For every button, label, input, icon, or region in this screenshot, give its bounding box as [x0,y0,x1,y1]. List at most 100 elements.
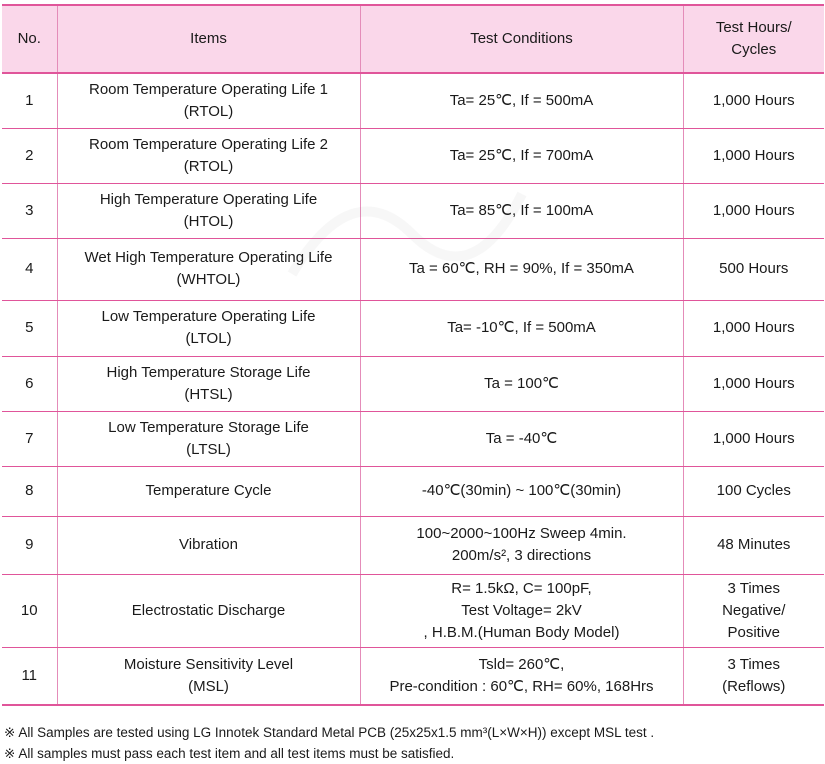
condition-cell: -40℃(30min) ~ 100℃(30min) [359,466,684,517]
item-line: High Temperature Operating Life [99,190,318,208]
hours-line: 1,000 Hours [712,429,795,447]
item-cell: Room Temperature Operating Life 1 (RTOL) [56,73,361,129]
hours-line: 3 Times [727,655,780,673]
condition-line: Pre-condition : 60℃, RH= 60%, 168Hrs [389,677,654,695]
hours-cell: 100 Cycles [682,466,824,517]
condition-line: 200m/s², 3 directions [451,547,592,564]
hours-cell: 1,000 Hours [682,300,824,357]
condition-cell: Ta = -40℃ [359,411,684,467]
item-cell: Room Temperature Operating Life 2 (RTOL) [56,128,361,184]
table-row: 8 Temperature Cycle -40℃(30min) ~ 100℃(30m… [2,466,824,517]
item-cell: Moisture Sensitivity Level (MSL) [56,647,361,706]
item-cell: Electrostatic Discharge [56,574,361,648]
condition-cell: 100~2000~100Hz Sweep 4min. 200m/s², 3 dir… [359,516,684,575]
condition-line: 100~2000~100Hz Sweep 4min. [416,525,627,542]
footnotes: ※ All Samples are tested using LG Innote… [4,722,654,764]
hours-line: Positive [727,623,781,641]
item-line: Low Temperature Operating Life [101,308,316,325]
reliability-table-container: No. Items Test Conditions Test Hours/ Cy… [2,4,824,706]
header-test-conditions: Test Conditions [359,4,684,74]
condition-line: Test Voltage= 2kV [461,601,582,619]
condition-line: -40℃(30min) ~ 100℃(30min) [421,482,622,499]
reliability-test-table: No. Items Test Conditions Test Hours/ Cy… [2,4,824,706]
condition-cell: R= 1.5kΩ, C= 100pF, Test Voltage= 2kV , H.… [359,574,684,648]
condition-line: Ta= -10℃, If = 500mA [447,319,596,336]
hours-cell: 500 Hours [682,238,824,301]
row-number: 10 [2,574,58,648]
item-cell: Wet High Temperature Operating Life (WHTO… [56,238,361,301]
table-row: 10 Electrostatic Discharge R= 1.5kΩ, C= 10… [2,574,824,648]
condition-line: Ta= 25℃, If = 700mA [449,146,594,164]
item-line: Low Temperature Storage Life [108,418,309,436]
table-row: 1 Room Temperature Operating Life 1 (RTOL)… [2,73,824,129]
item-line: Room Temperature Operating Life 2 [88,135,329,153]
hours-line: 3 Times [727,579,780,597]
item-line: (HTSL) [184,385,233,403]
item-cell: Low Temperature Operating Life (LTOL) [56,300,361,357]
table-row: 2 Room Temperature Operating Life 2 (RTOL)… [2,128,824,184]
header-no: No. [2,4,58,74]
hours-line: 1,000 Hours [712,91,795,109]
table-row: 3 High Temperature Operating Life (HTOL) Ta… [2,183,824,239]
item-line: Moisture Sensitivity Level [123,655,294,673]
item-line: (LTSL) [186,440,231,458]
hours-cell: 48 Minutes [682,516,824,575]
condition-line: , H.B.M.(Human Body Model) [423,623,620,641]
hours-line: 500 Hours [719,260,789,277]
condition-cell: Ta= -10℃, If = 500mA [359,300,684,357]
condition-cell: Ta= 85℃, If = 100mA [359,183,684,239]
row-number: 2 [2,128,58,184]
item-line: (RTOL) [183,102,234,120]
hours-cell: 3 Times (Reflows) [682,647,824,706]
condition-cell: Ta= 25℃, If = 500mA [359,73,684,129]
hours-line: Negative/ [722,601,786,619]
item-cell: High Temperature Operating Life (HTOL) [56,183,361,239]
hours-line: 48 Minutes [717,536,791,553]
row-number: 3 [2,183,58,239]
hours-cell: 3 Times Negative/Positive [682,574,824,648]
condition-cell: Tsld= 260℃, Pre-condition : 60℃, RH= 60%,… [359,647,684,706]
condition-cell: Ta = 100℃ [359,356,684,412]
table-body: 1 Room Temperature Operating Life 1 (RTOL)… [2,73,824,706]
item-line: (MSL) [188,677,229,695]
item-cell: Vibration [56,516,361,575]
header-test-hours: Test Hours/ Cycles [682,4,824,74]
row-number: 6 [2,356,58,412]
item-line: (WHTOL) [176,271,241,288]
item-line: Room Temperature Operating Life 1 [88,80,329,98]
table-header-row: No. Items Test Conditions Test Hours/ Cy… [2,4,824,74]
item-line: (RTOL) [183,157,234,175]
hours-cell: 1,000 Hours [682,73,824,129]
header-test-hours-line2: Cycles [731,41,777,58]
hours-cell: 1,000 Hours [682,356,824,412]
hours-line: 100 Cycles [716,482,791,499]
item-line: Electrostatic Discharge [131,601,286,619]
condition-line: Ta= 85℃, If = 100mA [449,201,594,219]
hours-line: 1,000 Hours [712,146,795,164]
header-items: Items [56,4,361,74]
row-number: 9 [2,516,58,575]
header-test-hours-line1: Test Hours/ [715,19,792,36]
condition-cell: Ta = 60℃, RH = 90%, If = 350mA [359,238,684,301]
condition-line: R= 1.5kΩ, C= 100pF, [451,579,592,597]
hours-cell: 1,000 Hours [682,128,824,184]
table-row: 4 Wet High Temperature Operating Life (WHT… [2,238,824,301]
item-line: Wet High Temperature Operating Life [84,249,333,266]
table-row: 5 Low Temperature Operating Life (LTOL) Ta=… [2,300,824,357]
table-row: 7 Low Temperature Storage Life (LTSL) Ta = … [2,411,824,467]
row-number: 11 [2,647,58,706]
condition-cell: Ta= 25℃, If = 700mA [359,128,684,184]
row-number: 5 [2,300,58,357]
table-row: 9 Vibration 100~2000~100Hz Sweep 4min. 200m… [2,516,824,575]
item-cell: Temperature Cycle [56,466,361,517]
row-number: 8 [2,466,58,517]
item-line: (LTOL) [185,330,232,347]
hours-cell: 1,000 Hours [682,411,824,467]
footnote-1: ※ All Samples are tested using LG Innote… [4,725,655,740]
item-cell: Low Temperature Storage Life (LTSL) [56,411,361,467]
table-row: 6 High Temperature Storage Life (HTSL) Ta =… [2,356,824,412]
row-number: 7 [2,411,58,467]
item-line: Vibration [179,536,238,553]
row-number: 1 [2,73,58,129]
condition-line: Ta= 25℃, If = 500mA [449,91,594,109]
